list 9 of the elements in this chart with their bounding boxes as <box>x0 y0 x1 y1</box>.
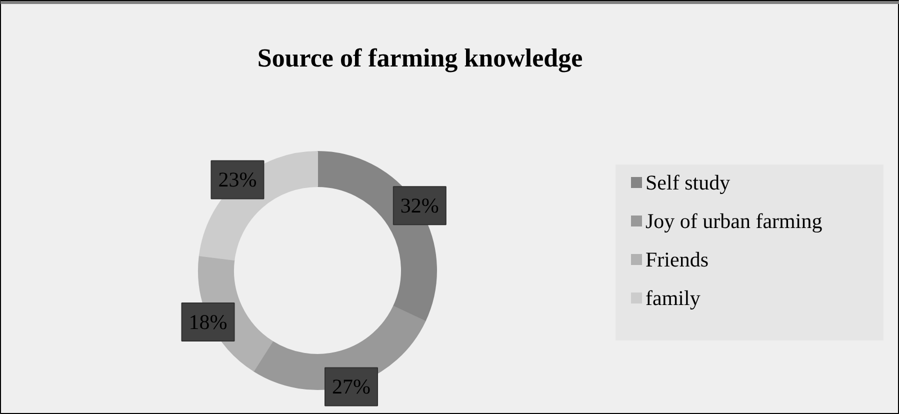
data-label: 23% <box>218 168 257 192</box>
legend-label: Self study <box>646 170 731 194</box>
legend-label: Friends <box>646 248 708 272</box>
data-label: 18% <box>188 310 228 334</box>
chart-title: Source of farming knowledge <box>257 44 583 72</box>
data-label: 32% <box>400 194 439 218</box>
data-label: 27% <box>332 374 371 399</box>
legend-label: Joy of urban farming <box>646 209 823 233</box>
legend-label: family <box>646 286 701 310</box>
